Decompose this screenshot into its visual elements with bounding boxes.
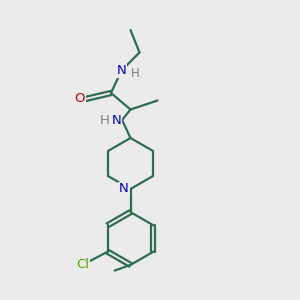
Text: H: H xyxy=(100,113,110,127)
Text: N: N xyxy=(119,182,129,196)
Text: N: N xyxy=(112,113,122,127)
Text: Cl: Cl xyxy=(76,257,89,271)
Text: N: N xyxy=(117,64,126,77)
Text: H: H xyxy=(130,67,140,80)
Text: O: O xyxy=(74,92,85,106)
